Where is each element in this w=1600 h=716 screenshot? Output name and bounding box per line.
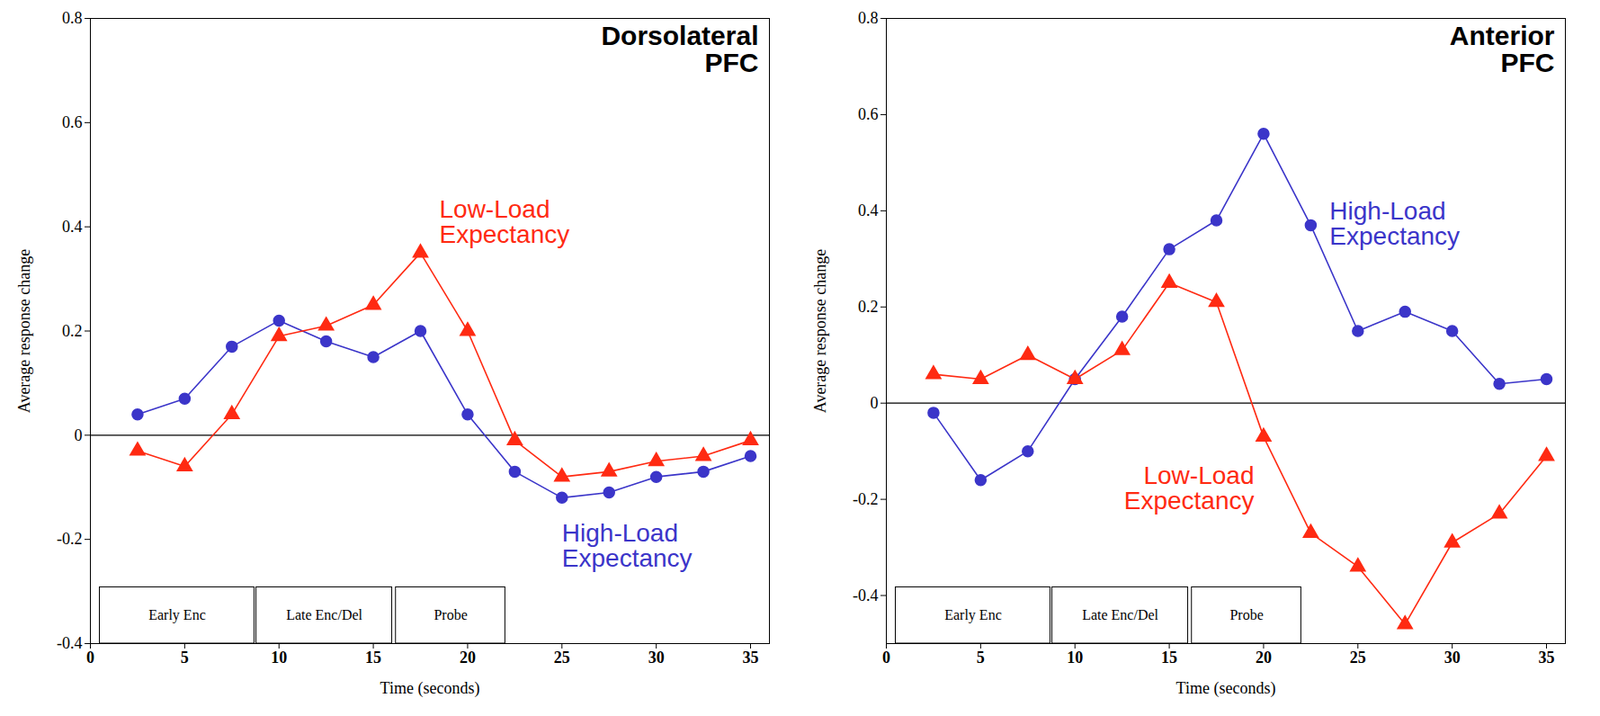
svg-text:High-LoadExpectancy: High-LoadExpectancy <box>562 518 693 573</box>
svg-text:0: 0 <box>882 648 891 667</box>
svg-text:0.2: 0.2 <box>62 321 83 340</box>
svg-text:0: 0 <box>74 426 83 445</box>
svg-text:Low-LoadExpectancy: Low-LoadExpectancy <box>438 195 570 249</box>
svg-text:5: 5 <box>976 648 985 667</box>
svg-text:25: 25 <box>554 648 571 667</box>
svg-text:30: 30 <box>1444 648 1461 667</box>
svg-text:AnteriorPFC: AnteriorPFC <box>1449 20 1556 78</box>
svg-text:-0.2: -0.2 <box>852 490 879 509</box>
svg-text:0.2: 0.2 <box>858 297 879 316</box>
svg-text:0.6: 0.6 <box>62 113 83 132</box>
svg-text:0.8: 0.8 <box>858 8 879 27</box>
svg-text:35: 35 <box>1538 648 1556 667</box>
svg-text:Late Enc/Del: Late Enc/Del <box>1081 607 1159 623</box>
svg-text:Low-LoadExpectancy: Low-LoadExpectancy <box>1124 461 1255 515</box>
svg-text:Average response change: Average response change <box>811 249 830 414</box>
svg-text:-0.4: -0.4 <box>852 586 879 605</box>
svg-text:15: 15 <box>1161 648 1178 667</box>
svg-text:-0.2: -0.2 <box>56 529 83 548</box>
svg-text:10: 10 <box>270 648 287 667</box>
svg-text:-0.4: -0.4 <box>56 634 83 653</box>
svg-text:0.4: 0.4 <box>858 201 879 220</box>
svg-text:0.4: 0.4 <box>62 217 83 236</box>
svg-text:0: 0 <box>870 393 879 412</box>
svg-text:Time (seconds): Time (seconds) <box>380 679 481 698</box>
svg-text:15: 15 <box>365 648 382 667</box>
svg-text:0.8: 0.8 <box>62 8 83 27</box>
svg-text:0.6: 0.6 <box>858 105 879 124</box>
svg-text:Probe: Probe <box>433 607 467 623</box>
svg-text:Average response change: Average response change <box>15 249 34 414</box>
svg-text:Probe: Probe <box>1229 607 1263 623</box>
svg-text:5: 5 <box>180 648 189 667</box>
svg-text:High-LoadExpectancy: High-LoadExpectancy <box>1329 196 1460 251</box>
svg-text:10: 10 <box>1066 648 1083 667</box>
svg-text:DorsolateralPFC: DorsolateralPFC <box>600 20 759 78</box>
svg-text:Early Enc: Early Enc <box>148 607 206 624</box>
svg-text:20: 20 <box>1255 648 1272 667</box>
svg-text:35: 35 <box>742 648 760 667</box>
svg-text:Late Enc/Del: Late Enc/Del <box>286 607 363 623</box>
svg-text:30: 30 <box>648 648 665 667</box>
svg-text:Early Enc: Early Enc <box>944 607 1002 624</box>
svg-text:0: 0 <box>86 648 95 667</box>
svg-text:25: 25 <box>1349 648 1367 667</box>
svg-text:20: 20 <box>459 648 476 667</box>
svg-text:Time (seconds): Time (seconds) <box>1176 679 1277 698</box>
